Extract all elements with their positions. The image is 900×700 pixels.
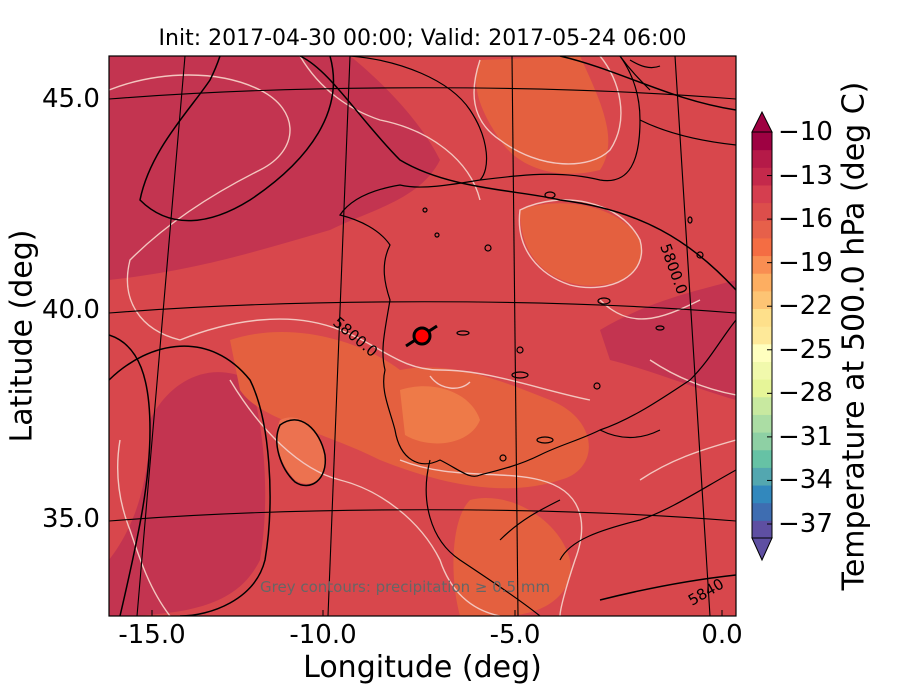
- station-marker: [412, 326, 432, 346]
- colorbar-segment: [752, 502, 772, 521]
- colorbar-segment: [752, 308, 772, 327]
- colorbar-tick-label: −31: [778, 421, 833, 452]
- colorbar-tick-label: −16: [778, 204, 833, 235]
- colorbar-segment: [752, 361, 772, 380]
- cool-region: [109, 372, 266, 616]
- colorbar-segment: [752, 167, 772, 186]
- colorbar-segment: [752, 220, 772, 239]
- small-contours: [422, 191, 704, 462]
- precipitation-contours: [109, 56, 736, 616]
- warm-region: [400, 386, 480, 444]
- x-axis-label: Longitude (deg): [303, 650, 542, 685]
- colorbar-frame: [751, 131, 773, 539]
- colorbar: [751, 110, 773, 562]
- y-axis-label: Latitude (deg): [4, 229, 40, 443]
- colorbar-segment: [752, 237, 772, 257]
- precipitation-note: Grey contours: precipitation ≥ 0.5 mm: [260, 578, 551, 596]
- colorbar-tick-label: −37: [778, 509, 833, 539]
- colorbar-segment: [752, 255, 772, 274]
- colorbar-tick-label: −34: [778, 465, 833, 496]
- colorbar-segment: [752, 520, 772, 539]
- map-area: 5800.0 5800.0 5840: [109, 56, 736, 616]
- colorbar-segment: [752, 202, 772, 221]
- colorbar-extend-max: [751, 110, 773, 133]
- colorbar-tick-label: −10: [778, 117, 833, 147]
- y-tick-label: 35.0: [42, 504, 100, 534]
- x-tick-label: -15.0: [118, 620, 186, 650]
- colorbar-segment: [752, 396, 772, 415]
- colorbar-segment: [752, 273, 772, 292]
- colorbar-extend-min: [751, 537, 773, 562]
- colorbar-segment: [752, 379, 772, 398]
- colorbar-segment: [752, 343, 772, 362]
- warm-region: [276, 417, 326, 484]
- colorbar-segment: [752, 432, 772, 451]
- x-tick-label: -10.0: [289, 620, 357, 650]
- colorbar-tick-label: −13: [778, 160, 833, 191]
- colorbar-segment: [752, 290, 772, 310]
- map-frame: [108, 55, 737, 617]
- colorbar-segment: [752, 149, 772, 168]
- colorbar-segment: [752, 184, 772, 204]
- chart-title: Init: 2017-04-30 00:00; Valid: 2017-05-2…: [158, 26, 687, 51]
- colorbar-tick-label: −19: [778, 247, 833, 278]
- colorbar-segment: [752, 449, 772, 468]
- colorbar-tick-label: −28: [778, 378, 833, 409]
- colorbar-segment: [752, 326, 772, 345]
- warm-region: [520, 203, 642, 286]
- colorbar-label: Temperature at 500.0 hPa (deg C): [836, 81, 872, 591]
- colorbar-segment: [752, 467, 772, 486]
- x-tick-label: 0.0: [701, 620, 743, 650]
- x-tick-label: -5.0: [489, 620, 541, 650]
- colorbar-segment: [752, 485, 772, 504]
- colorbar-segment: [752, 414, 772, 433]
- graticule: [109, 56, 736, 616]
- y-tick-label: 40.0: [42, 295, 100, 325]
- colorbar-tick-label: −25: [778, 334, 833, 365]
- warm-region: [453, 498, 571, 616]
- height-contours: [109, 56, 736, 616]
- y-tick-label: 45.0: [42, 84, 100, 114]
- warm-region: [476, 56, 609, 174]
- x-tick-marks: [151, 610, 723, 616]
- coastlines: [339, 56, 736, 616]
- colorbar-segment: [752, 132, 772, 151]
- colorbar-tick-label: −22: [778, 291, 833, 322]
